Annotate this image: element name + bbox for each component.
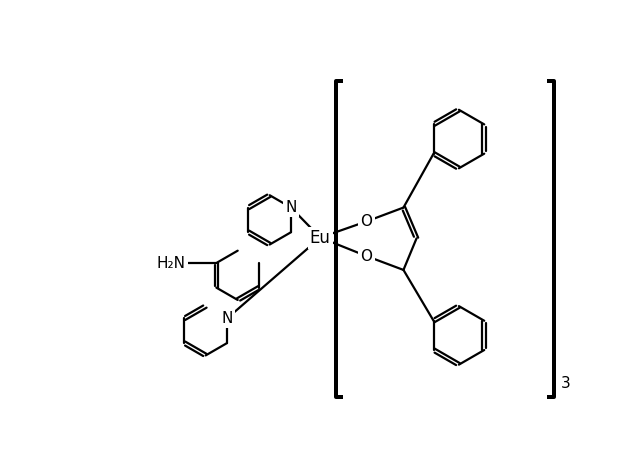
Text: N: N (221, 311, 233, 326)
Text: O: O (360, 214, 372, 229)
Text: H₂N: H₂N (157, 255, 186, 270)
Text: N: N (285, 200, 297, 215)
Text: Eu: Eu (310, 228, 331, 246)
Text: O: O (360, 249, 372, 263)
Text: 3: 3 (561, 376, 570, 391)
